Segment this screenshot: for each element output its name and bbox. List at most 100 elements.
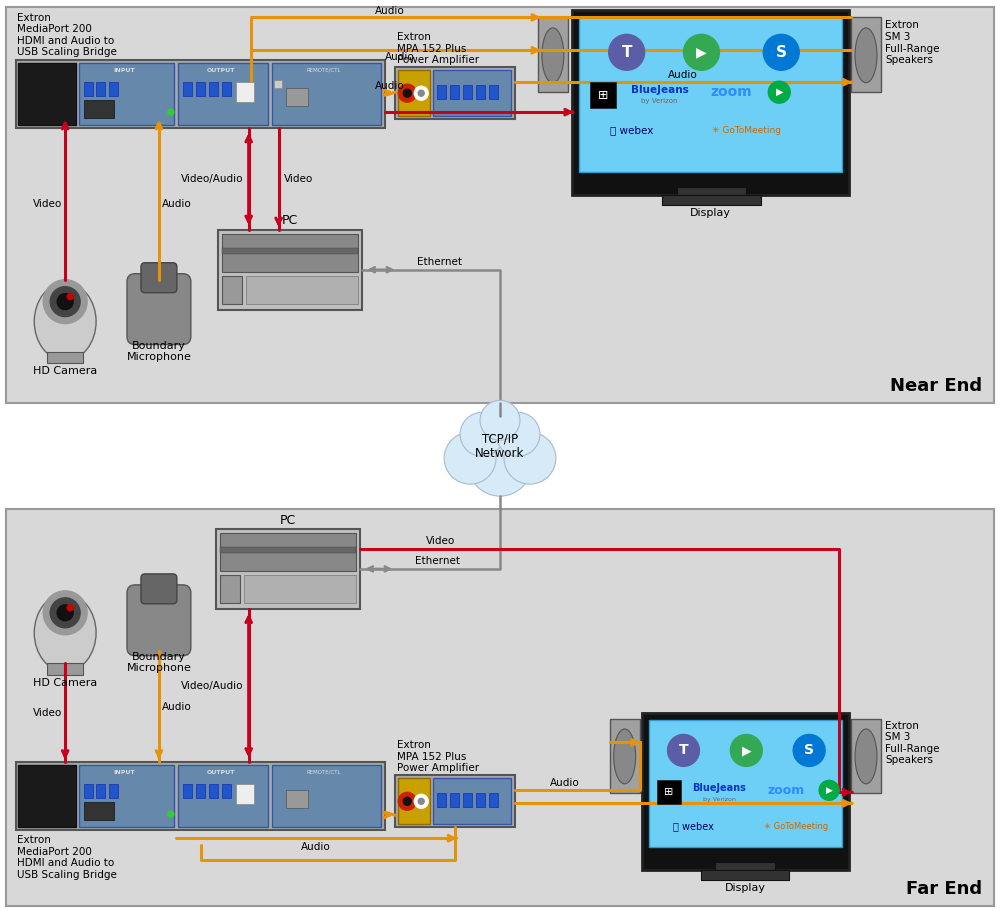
Text: Ethernet: Ethernet <box>417 257 462 267</box>
Bar <box>196 784 205 798</box>
Bar <box>6 509 994 906</box>
Circle shape <box>168 109 174 115</box>
Text: TCP/IP
Network: TCP/IP Network <box>475 432 525 460</box>
Text: Audio: Audio <box>375 6 405 16</box>
Circle shape <box>43 591 87 635</box>
Circle shape <box>67 605 73 610</box>
Text: Video: Video <box>426 536 455 546</box>
Bar <box>209 82 218 97</box>
Text: PC: PC <box>279 514 296 527</box>
Circle shape <box>403 89 411 97</box>
Bar <box>84 82 93 97</box>
Text: zoom: zoom <box>711 86 752 99</box>
Text: OUTPUT: OUTPUT <box>207 67 235 73</box>
Bar <box>572 10 849 195</box>
Text: REMOTE/CTL: REMOTE/CTL <box>306 770 341 775</box>
Text: BlueJeans: BlueJeans <box>692 783 746 793</box>
Text: S: S <box>776 45 787 60</box>
Bar <box>183 784 192 798</box>
Ellipse shape <box>34 594 96 671</box>
Circle shape <box>168 812 174 817</box>
Circle shape <box>793 734 825 766</box>
Text: REMOTE/CTL: REMOTE/CTL <box>306 67 341 73</box>
Circle shape <box>763 35 799 70</box>
FancyBboxPatch shape <box>127 585 191 656</box>
Text: Display: Display <box>725 883 766 893</box>
Bar <box>216 529 360 609</box>
Ellipse shape <box>855 729 877 783</box>
Text: ✳ GoToMeeting: ✳ GoToMeeting <box>764 822 828 831</box>
Bar <box>16 763 385 830</box>
Text: INPUT: INPUT <box>113 67 135 73</box>
Bar <box>450 793 459 807</box>
Bar <box>398 70 430 116</box>
Bar <box>236 784 254 804</box>
Circle shape <box>418 798 424 804</box>
Bar <box>218 230 362 310</box>
Text: S: S <box>804 743 814 757</box>
Text: by Verizon: by Verizon <box>703 797 736 802</box>
Bar <box>463 86 472 99</box>
Text: Extron
MediaPort 200
HDMI and Audio to
USB Scaling Bridge: Extron MediaPort 200 HDMI and Audio to U… <box>17 13 117 57</box>
Circle shape <box>418 90 424 97</box>
Circle shape <box>50 287 80 317</box>
Text: Far End: Far End <box>906 880 982 898</box>
Bar <box>642 712 849 870</box>
Text: Video/Audio: Video/Audio <box>181 174 244 184</box>
Bar <box>16 60 385 128</box>
Bar <box>220 575 240 603</box>
Text: BlueJeans: BlueJeans <box>631 86 688 96</box>
Bar <box>450 86 459 99</box>
Circle shape <box>398 84 416 102</box>
Bar <box>79 765 174 827</box>
Text: T: T <box>679 743 688 757</box>
Bar <box>222 82 231 97</box>
Bar <box>79 63 174 125</box>
Bar <box>649 720 842 847</box>
Bar <box>489 793 498 807</box>
Bar <box>220 533 356 571</box>
Bar <box>222 784 231 798</box>
FancyBboxPatch shape <box>141 574 177 604</box>
Bar <box>222 234 358 271</box>
Bar <box>47 352 83 363</box>
Circle shape <box>398 793 416 810</box>
Text: HD Camera: HD Camera <box>33 366 97 376</box>
Bar <box>222 276 242 303</box>
Text: zoom: zoom <box>768 783 805 797</box>
Bar <box>662 195 761 205</box>
Bar <box>286 88 308 107</box>
Text: Boundary
Microphone: Boundary Microphone <box>126 652 191 673</box>
Bar <box>109 82 118 97</box>
Text: T: T <box>621 45 632 60</box>
Text: ▶: ▶ <box>696 46 707 59</box>
Circle shape <box>480 400 520 440</box>
Text: Audio: Audio <box>668 70 697 80</box>
Text: Video/Audio: Video/Audio <box>181 681 244 691</box>
Circle shape <box>504 433 556 484</box>
Circle shape <box>668 734 699 766</box>
Bar <box>209 784 218 798</box>
Bar <box>18 765 76 827</box>
Text: Ethernet: Ethernet <box>415 556 460 566</box>
Bar <box>489 86 498 99</box>
Circle shape <box>57 605 73 620</box>
Bar <box>610 719 640 793</box>
Bar <box>47 662 83 675</box>
Text: ▶: ▶ <box>742 744 751 757</box>
Bar <box>590 82 616 108</box>
Circle shape <box>444 433 496 484</box>
Bar <box>18 63 76 125</box>
Bar <box>246 276 358 303</box>
Bar <box>579 17 842 172</box>
Text: Video: Video <box>33 708 62 718</box>
FancyBboxPatch shape <box>127 273 191 344</box>
Bar <box>538 17 568 92</box>
Text: Extron
MPA 152 Plus
Power Amplifier: Extron MPA 152 Plus Power Amplifier <box>397 740 479 773</box>
Text: HD Camera: HD Camera <box>33 678 97 688</box>
Bar <box>463 793 472 807</box>
Text: ▶: ▶ <box>826 786 833 794</box>
Text: 🌀 webex: 🌀 webex <box>610 125 653 135</box>
Bar <box>96 82 105 97</box>
Text: Extron
MediaPort 200
HDMI and Audio to
USB Scaling Bridge: Extron MediaPort 200 HDMI and Audio to U… <box>17 835 117 880</box>
